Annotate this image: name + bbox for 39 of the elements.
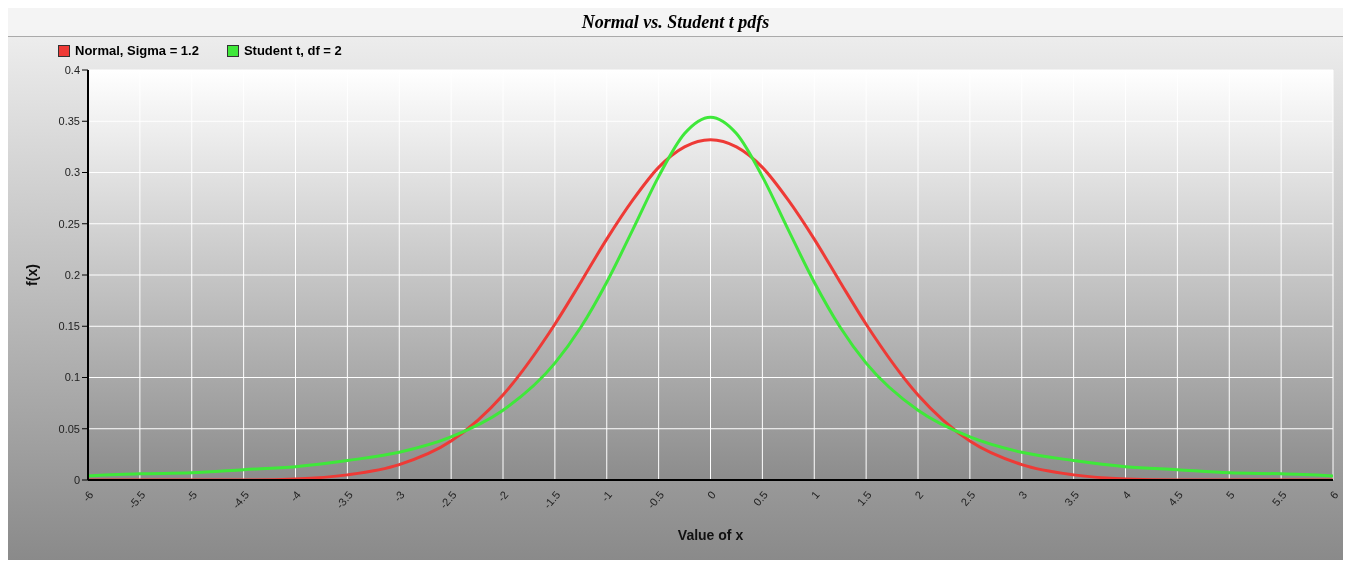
x-tick-label: 1 — [808, 488, 822, 501]
y-tick-label: 0.2 — [64, 268, 80, 281]
x-tick-label: -4 — [287, 488, 304, 504]
x-tick-label: 4.5 — [1165, 488, 1185, 509]
y-axis-title: f(x) — [23, 264, 40, 286]
x-tick-label: 3 — [1016, 488, 1030, 501]
y-tick-label: 0 — [73, 473, 80, 486]
x-tick-label: -6 — [80, 488, 96, 504]
x-tick-label: -3 — [391, 488, 407, 504]
x-tick-label: -5 — [183, 488, 200, 504]
y-tick-label: 0.4 — [64, 63, 80, 76]
x-tick-label: 2 — [912, 488, 926, 501]
y-tick-label: 0.1 — [64, 371, 80, 384]
x-tick-label: -2.5 — [437, 488, 459, 511]
y-tick-label: 0.05 — [58, 422, 80, 435]
x-tick-label: 1.5 — [854, 488, 874, 509]
chart-title: Normal vs. Student t pdfs — [8, 8, 1343, 37]
x-tick-label: 0 — [704, 488, 719, 501]
y-tick-label: 0.25 — [58, 217, 80, 230]
y-tick-label: 0.3 — [64, 166, 80, 179]
x-tick-label: 4 — [1119, 488, 1134, 501]
x-tick-label: 2.5 — [958, 488, 978, 509]
x-axis-title: Value of x — [677, 527, 744, 543]
x-tick-label: -1 — [598, 488, 615, 504]
x-tick-label: -3.5 — [333, 488, 355, 511]
x-tick-label: -1.5 — [541, 488, 563, 511]
x-tick-label: -2 — [495, 488, 511, 504]
y-tick-label: 0.15 — [58, 320, 80, 333]
x-tick-label: -5.5 — [126, 488, 148, 511]
x-tick-label: -4.5 — [229, 488, 252, 511]
x-tick-label: 5 — [1223, 488, 1237, 501]
x-tick-label: 3.5 — [1062, 488, 1082, 509]
x-tick-label: 6 — [1327, 488, 1341, 501]
y-tick-label: 0.35 — [58, 115, 80, 128]
legend-label: Student t, df = 2 — [243, 43, 342, 58]
x-tick-label: 5.5 — [1269, 488, 1289, 509]
x-tick-label: -0.5 — [644, 488, 667, 511]
legend-label: Normal, Sigma = 1.2 — [75, 43, 199, 58]
x-tick-label: 0.5 — [750, 488, 770, 509]
